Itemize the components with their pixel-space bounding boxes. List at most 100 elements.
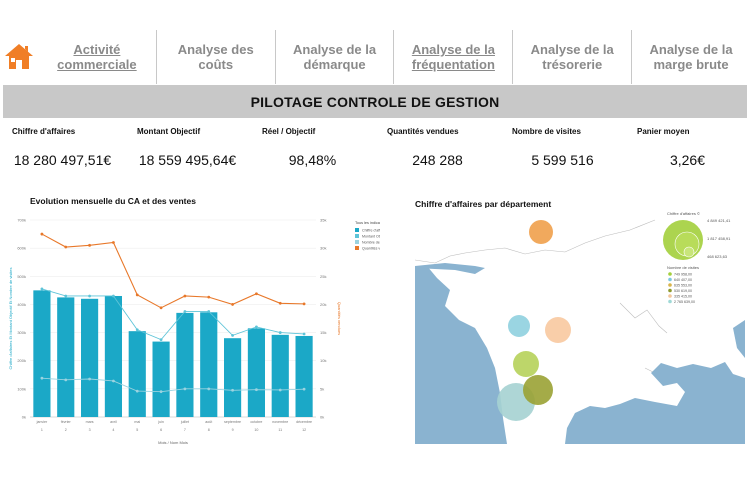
kpi-label: Montant Objectif bbox=[137, 127, 201, 136]
kpi-chiffre-affaires: Chiffre d'affaires 18 280 497,51€ bbox=[0, 124, 125, 174]
x-tick-number: 5 bbox=[136, 428, 138, 432]
ca-ventes-chart: 0k 100k 200k 300k 400k 500k 600k 700k 0k 5k 10k 15k… bbox=[8, 218, 380, 446]
bar-chiffre-affaires bbox=[104, 295, 122, 417]
color-legend-value: 335 415,00 bbox=[674, 295, 692, 299]
size-legend-value: 4 849 421,41 bbox=[707, 218, 731, 223]
kpi-label: Quantités vendues bbox=[387, 127, 459, 136]
kpi-value: 248 288 bbox=[412, 152, 463, 168]
kpi-label: Nombre de visites bbox=[512, 127, 581, 136]
legend-swatch bbox=[355, 234, 359, 238]
quantites-vendues-point bbox=[88, 243, 91, 247]
nav-activite-commerciale[interactable]: Activité commerciale bbox=[57, 42, 137, 72]
x-tick-number: 9 bbox=[232, 428, 234, 432]
page-title-banner: PILOTAGE CONTROLE DE GESTION bbox=[3, 85, 747, 118]
departement-bubble[interactable] bbox=[523, 375, 553, 405]
color-legend-swatch bbox=[668, 283, 672, 287]
montant-objectif-point bbox=[302, 332, 306, 336]
nombre-visites-point bbox=[135, 389, 139, 393]
montant-objectif-point bbox=[135, 328, 139, 332]
departement-map[interactable]: Chiffre d'affaires © 4 849 421,41 1 817 … bbox=[415, 208, 745, 444]
ca-chart-title: Evolution mensuelle du CA et des ventes bbox=[30, 196, 196, 206]
color-legend-value: 749 958,00 bbox=[674, 273, 692, 277]
montant-objectif-point bbox=[278, 331, 282, 334]
quantites-vendues-point bbox=[64, 245, 68, 249]
y-tick-label: 300k bbox=[17, 330, 26, 335]
nombre-visites-line bbox=[41, 377, 305, 393]
water bbox=[415, 208, 745, 444]
x-tick-label: juillet bbox=[180, 420, 189, 424]
montant-objectif-point bbox=[64, 294, 68, 298]
house-icon bbox=[5, 44, 33, 69]
montant-objectif-point bbox=[255, 325, 258, 329]
kpi-value: 3,26€ bbox=[669, 152, 706, 168]
nav-analyse-frequentation[interactable]: Analyse de la fréquentation bbox=[393, 30, 512, 84]
bar-chiffre-affaires bbox=[176, 312, 194, 417]
kpi-label: Réel / Objectif bbox=[262, 127, 316, 136]
nav-analyse-marge-brute[interactable]: Analyse de la marge brute bbox=[631, 30, 750, 84]
departement-bubble[interactable] bbox=[529, 220, 553, 244]
bar-chiffre-affaires bbox=[271, 334, 289, 417]
kpi-label: Panier moyen bbox=[637, 127, 690, 136]
legend-swatch bbox=[355, 240, 359, 244]
x-tick-number: 11 bbox=[278, 428, 282, 432]
kpi-label: Chiffre d'affaires bbox=[12, 127, 76, 136]
kpi-value: 98,48% bbox=[288, 152, 337, 168]
nombre-visites-point bbox=[278, 388, 282, 392]
x-tick-label: novembre bbox=[272, 420, 288, 424]
x-tick-label: janvier bbox=[36, 420, 48, 424]
departement-bubble[interactable] bbox=[513, 351, 539, 377]
montant-objectif-point bbox=[231, 333, 234, 337]
kpi-montant-objectif: Montant Objectif 18 559 495,64€ bbox=[125, 124, 250, 174]
quantites-vendues-point bbox=[135, 293, 139, 297]
x-tick-number: 10 bbox=[254, 428, 258, 432]
nombre-visites-point bbox=[64, 378, 68, 382]
nav-analyse-couts[interactable]: Analyse des coûts bbox=[155, 30, 275, 84]
quantites-vendues-point bbox=[302, 302, 306, 306]
legend-label: Quantités vendues bbox=[362, 247, 380, 251]
y-tick-label: 200k bbox=[17, 358, 26, 363]
color-legend-value: 635 553,00 bbox=[674, 284, 692, 288]
kpi-reel-objectif: Réel / Objectif 98,48% bbox=[250, 124, 375, 174]
departement-bubble[interactable] bbox=[545, 317, 571, 343]
legend-label: Chiffre d'affaires bbox=[362, 229, 380, 233]
x-tick-label: décembre bbox=[296, 420, 312, 424]
nombre-visites-point bbox=[207, 387, 211, 391]
quantites-vendues-point bbox=[112, 241, 115, 244]
nav-analyse-tresorerie[interactable]: Analyse de la trésorerie bbox=[512, 30, 631, 84]
quantites-vendues-point bbox=[183, 294, 187, 298]
nombre-visites-point bbox=[40, 376, 44, 380]
legend-swatch bbox=[355, 246, 359, 250]
x-tick-label: août bbox=[205, 420, 212, 424]
nombre-visites-point bbox=[231, 388, 234, 392]
kpi-value: 18 280 497,51€ bbox=[13, 152, 112, 168]
color-legend-value: 640 407,00 bbox=[674, 278, 692, 282]
x-tick-number: 2 bbox=[65, 428, 67, 432]
quantites-vendues-point bbox=[231, 303, 234, 306]
legend-swatch bbox=[355, 228, 359, 232]
bar-chiffre-affaires bbox=[152, 341, 170, 417]
departement-bubble[interactable] bbox=[508, 315, 530, 337]
home-button[interactable] bbox=[0, 30, 38, 84]
nombre-visites-point bbox=[302, 387, 306, 391]
y2-axis-title: Quantités vendues bbox=[337, 302, 342, 335]
x-tick-number: 1 bbox=[41, 428, 43, 432]
montant-objectif-point bbox=[88, 294, 91, 298]
y2-tick-label: 15k bbox=[320, 330, 326, 335]
nav-analyse-demarque[interactable]: Analyse de la démarque bbox=[274, 30, 394, 84]
x-tick-number: 7 bbox=[184, 428, 186, 432]
x-tick-number: 12 bbox=[302, 428, 306, 432]
size-legend-title: Chiffre d'affaires © bbox=[667, 211, 700, 216]
x-tick-number: 6 bbox=[160, 428, 162, 432]
montant-objectif-line bbox=[41, 288, 305, 341]
nombre-visites-point bbox=[88, 377, 91, 381]
x-tick-number: 3 bbox=[89, 428, 91, 432]
x-tick-number: 4 bbox=[112, 428, 114, 432]
y2-tick-label: 35k bbox=[320, 218, 326, 223]
y2-tick-label: 25k bbox=[320, 274, 326, 279]
montant-objectif-point bbox=[40, 287, 44, 291]
legend-title: Tous les indicateurs bbox=[355, 221, 380, 225]
y2-tick-label: 0k bbox=[320, 415, 324, 420]
size-legend: Chiffre d'affaires © 4 849 421,41 1 817 … bbox=[663, 211, 731, 260]
quantites-vendues-point bbox=[207, 295, 211, 299]
bar-chiffre-affaires bbox=[200, 312, 218, 417]
